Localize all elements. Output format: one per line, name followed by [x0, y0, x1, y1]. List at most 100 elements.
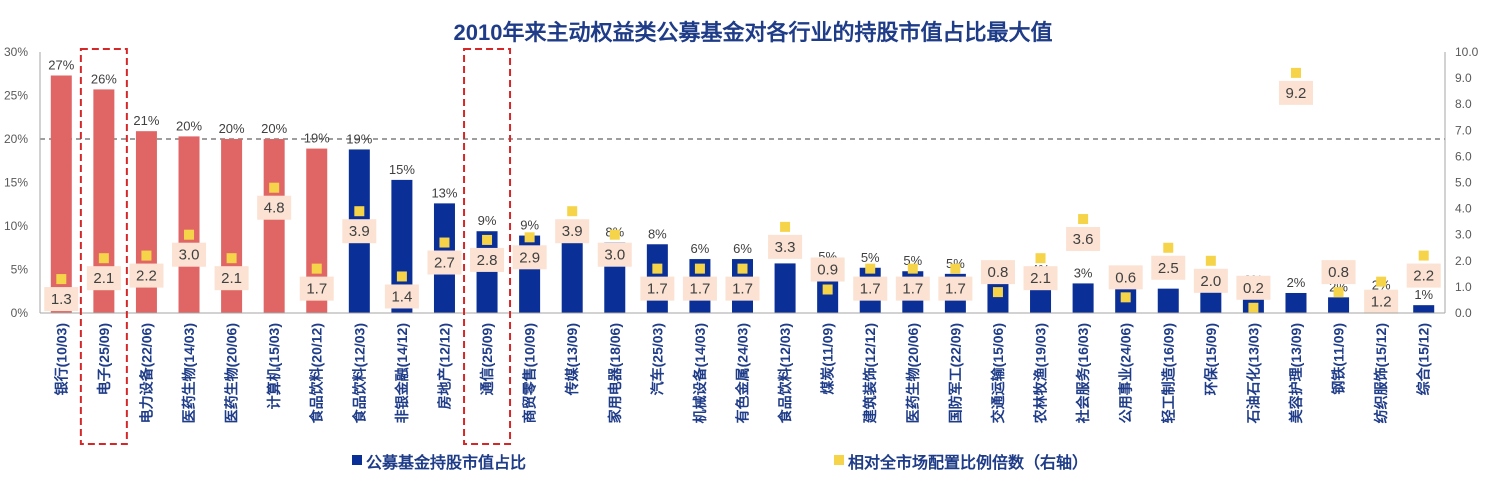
scatter-label-bg [768, 234, 803, 259]
y-left-tick-label: 25% [4, 89, 28, 103]
category-tick-label: 交通运输(15/06) [990, 323, 1006, 423]
scatter-point [652, 263, 663, 274]
y-right-tick-label: 7.0 [1455, 123, 1472, 137]
category-tick-label: 医药生物(20/06) [224, 323, 240, 423]
bar-value-label: 3% [1074, 265, 1093, 280]
bar [1413, 305, 1435, 313]
y-right-tick-label: 1.0 [1455, 280, 1472, 294]
bar [561, 241, 583, 313]
scatter-label-bg [172, 242, 207, 267]
bar [306, 148, 328, 313]
category-tick-label: 通信(25/09) [479, 323, 495, 395]
bar [263, 139, 285, 313]
scatter-point [780, 221, 791, 232]
scatter-label-bg [1108, 265, 1143, 290]
scatter-point [609, 229, 620, 240]
category-tick-label: 传媒(13/09) [564, 323, 580, 396]
scatter-point [311, 263, 322, 274]
category-tick-label: 银行(10/03) [53, 323, 69, 395]
scatter-value-label: 0.8 [988, 264, 1009, 281]
highlight-box [79, 48, 128, 445]
bar-value-label: 20% [219, 121, 245, 136]
scatter-point [226, 253, 237, 264]
scatter-value-label: 1.7 [860, 281, 881, 298]
bar [774, 263, 796, 313]
scatter-label-bg [1023, 266, 1058, 291]
scatter-label-bg [384, 284, 419, 309]
scatter-value-label: 3.6 [1073, 231, 1094, 248]
bar-value-label: 8% [648, 226, 667, 241]
scatter-point [865, 263, 876, 274]
scatter-point [482, 234, 493, 245]
scatter-label-bg [1364, 289, 1399, 314]
scatter-label-bg [640, 276, 675, 301]
category-tick-label: 医药生物(14/03) [181, 323, 197, 423]
scatter-label-bg [342, 219, 377, 244]
y-right-tick-label: 9.0 [1455, 71, 1472, 85]
scatter-label-bg [299, 276, 334, 301]
scatter-label-bg [470, 247, 505, 272]
y-right-tick-label: 5.0 [1455, 176, 1472, 190]
scatter-point [439, 237, 450, 248]
scatter-point [141, 250, 152, 261]
bar-value-label: 19% [346, 131, 372, 146]
category-tick-label: 有色金属(24/03) [735, 323, 751, 423]
scatter-value-label: 1.3 [51, 291, 72, 308]
category-tick-label: 机械设备(14/03) [692, 323, 708, 423]
category-tick-label: 房地产(12/12) [436, 323, 452, 409]
y-left-tick-label: 10% [4, 219, 28, 233]
scatter-point [396, 271, 407, 282]
y-left-tick-label: 5% [11, 263, 29, 277]
category-tick-label: 建筑装饰(12/12) [862, 323, 878, 423]
bar-value-label: 21% [133, 113, 159, 128]
bar-value-label: 13% [431, 185, 457, 200]
y-right-tick-label: 8.0 [1455, 97, 1472, 111]
scatter-value-label: 3.9 [349, 223, 370, 240]
scatter-label-bg [895, 276, 930, 301]
bar-value-label: 5% [861, 250, 880, 265]
scatter-value-label: 1.7 [945, 281, 966, 298]
scatter-point [822, 284, 833, 295]
legend-bar-label: 公募基金持股市值占比 [366, 453, 526, 472]
scatter-point [184, 229, 195, 240]
category-tick-label: 钢铁(11/09) [1331, 323, 1347, 395]
scatter-value-label: 2.1 [221, 270, 242, 287]
category-tick-label: 社会服务(16/03) [1075, 323, 1091, 424]
scatter-point [1248, 302, 1259, 313]
scatter-point [694, 263, 705, 274]
scatter-point [1205, 255, 1216, 266]
scatter-point [1078, 214, 1089, 225]
scatter-point [737, 263, 748, 274]
scatter-value-label: 2.9 [519, 249, 540, 266]
scatter-label-bg [86, 266, 121, 291]
y-right-tick-label: 2.0 [1455, 254, 1472, 268]
y-right-tick-label: 4.0 [1455, 202, 1472, 216]
scatter-value-label: 1.7 [732, 281, 753, 298]
category-tick-label: 食品饮料(12/03) [351, 323, 367, 423]
bar-value-label: 26% [91, 71, 117, 86]
y-right-tick-label: 3.0 [1455, 228, 1472, 242]
scatter-label-bg [214, 266, 249, 291]
scatter-label-bg [257, 195, 292, 220]
category-tick-label: 纺织服饰(15/12) [1373, 323, 1389, 423]
scatter-label-bg [853, 276, 888, 301]
scatter-value-label: 3.3 [775, 239, 796, 256]
category-tick-label: 公用事业(24/06) [1118, 323, 1134, 423]
y-right-tick-label: 0.0 [1455, 306, 1472, 320]
legend-marker-swatch [834, 455, 844, 465]
category-tick-label: 食品饮料(20/12) [309, 323, 325, 423]
scatter-point [950, 263, 961, 274]
scatter-label-bg [1236, 275, 1271, 300]
scatter-value-label: 2.0 [1200, 273, 1221, 290]
scatter-value-label: 3.9 [562, 223, 583, 240]
category-tick-label: 非银金融(14/12) [394, 323, 410, 423]
scatter-label-bg [725, 276, 760, 301]
scatter-label-bg [44, 287, 79, 312]
y-right-tick-label: 6.0 [1455, 149, 1472, 163]
bar [1285, 292, 1307, 313]
category-tick-label: 医药生物(20/06) [905, 323, 921, 423]
scatter-label-bg [1193, 268, 1228, 293]
y-left-tick-label: 30% [4, 45, 28, 59]
scatter-label-bg [1321, 260, 1356, 285]
